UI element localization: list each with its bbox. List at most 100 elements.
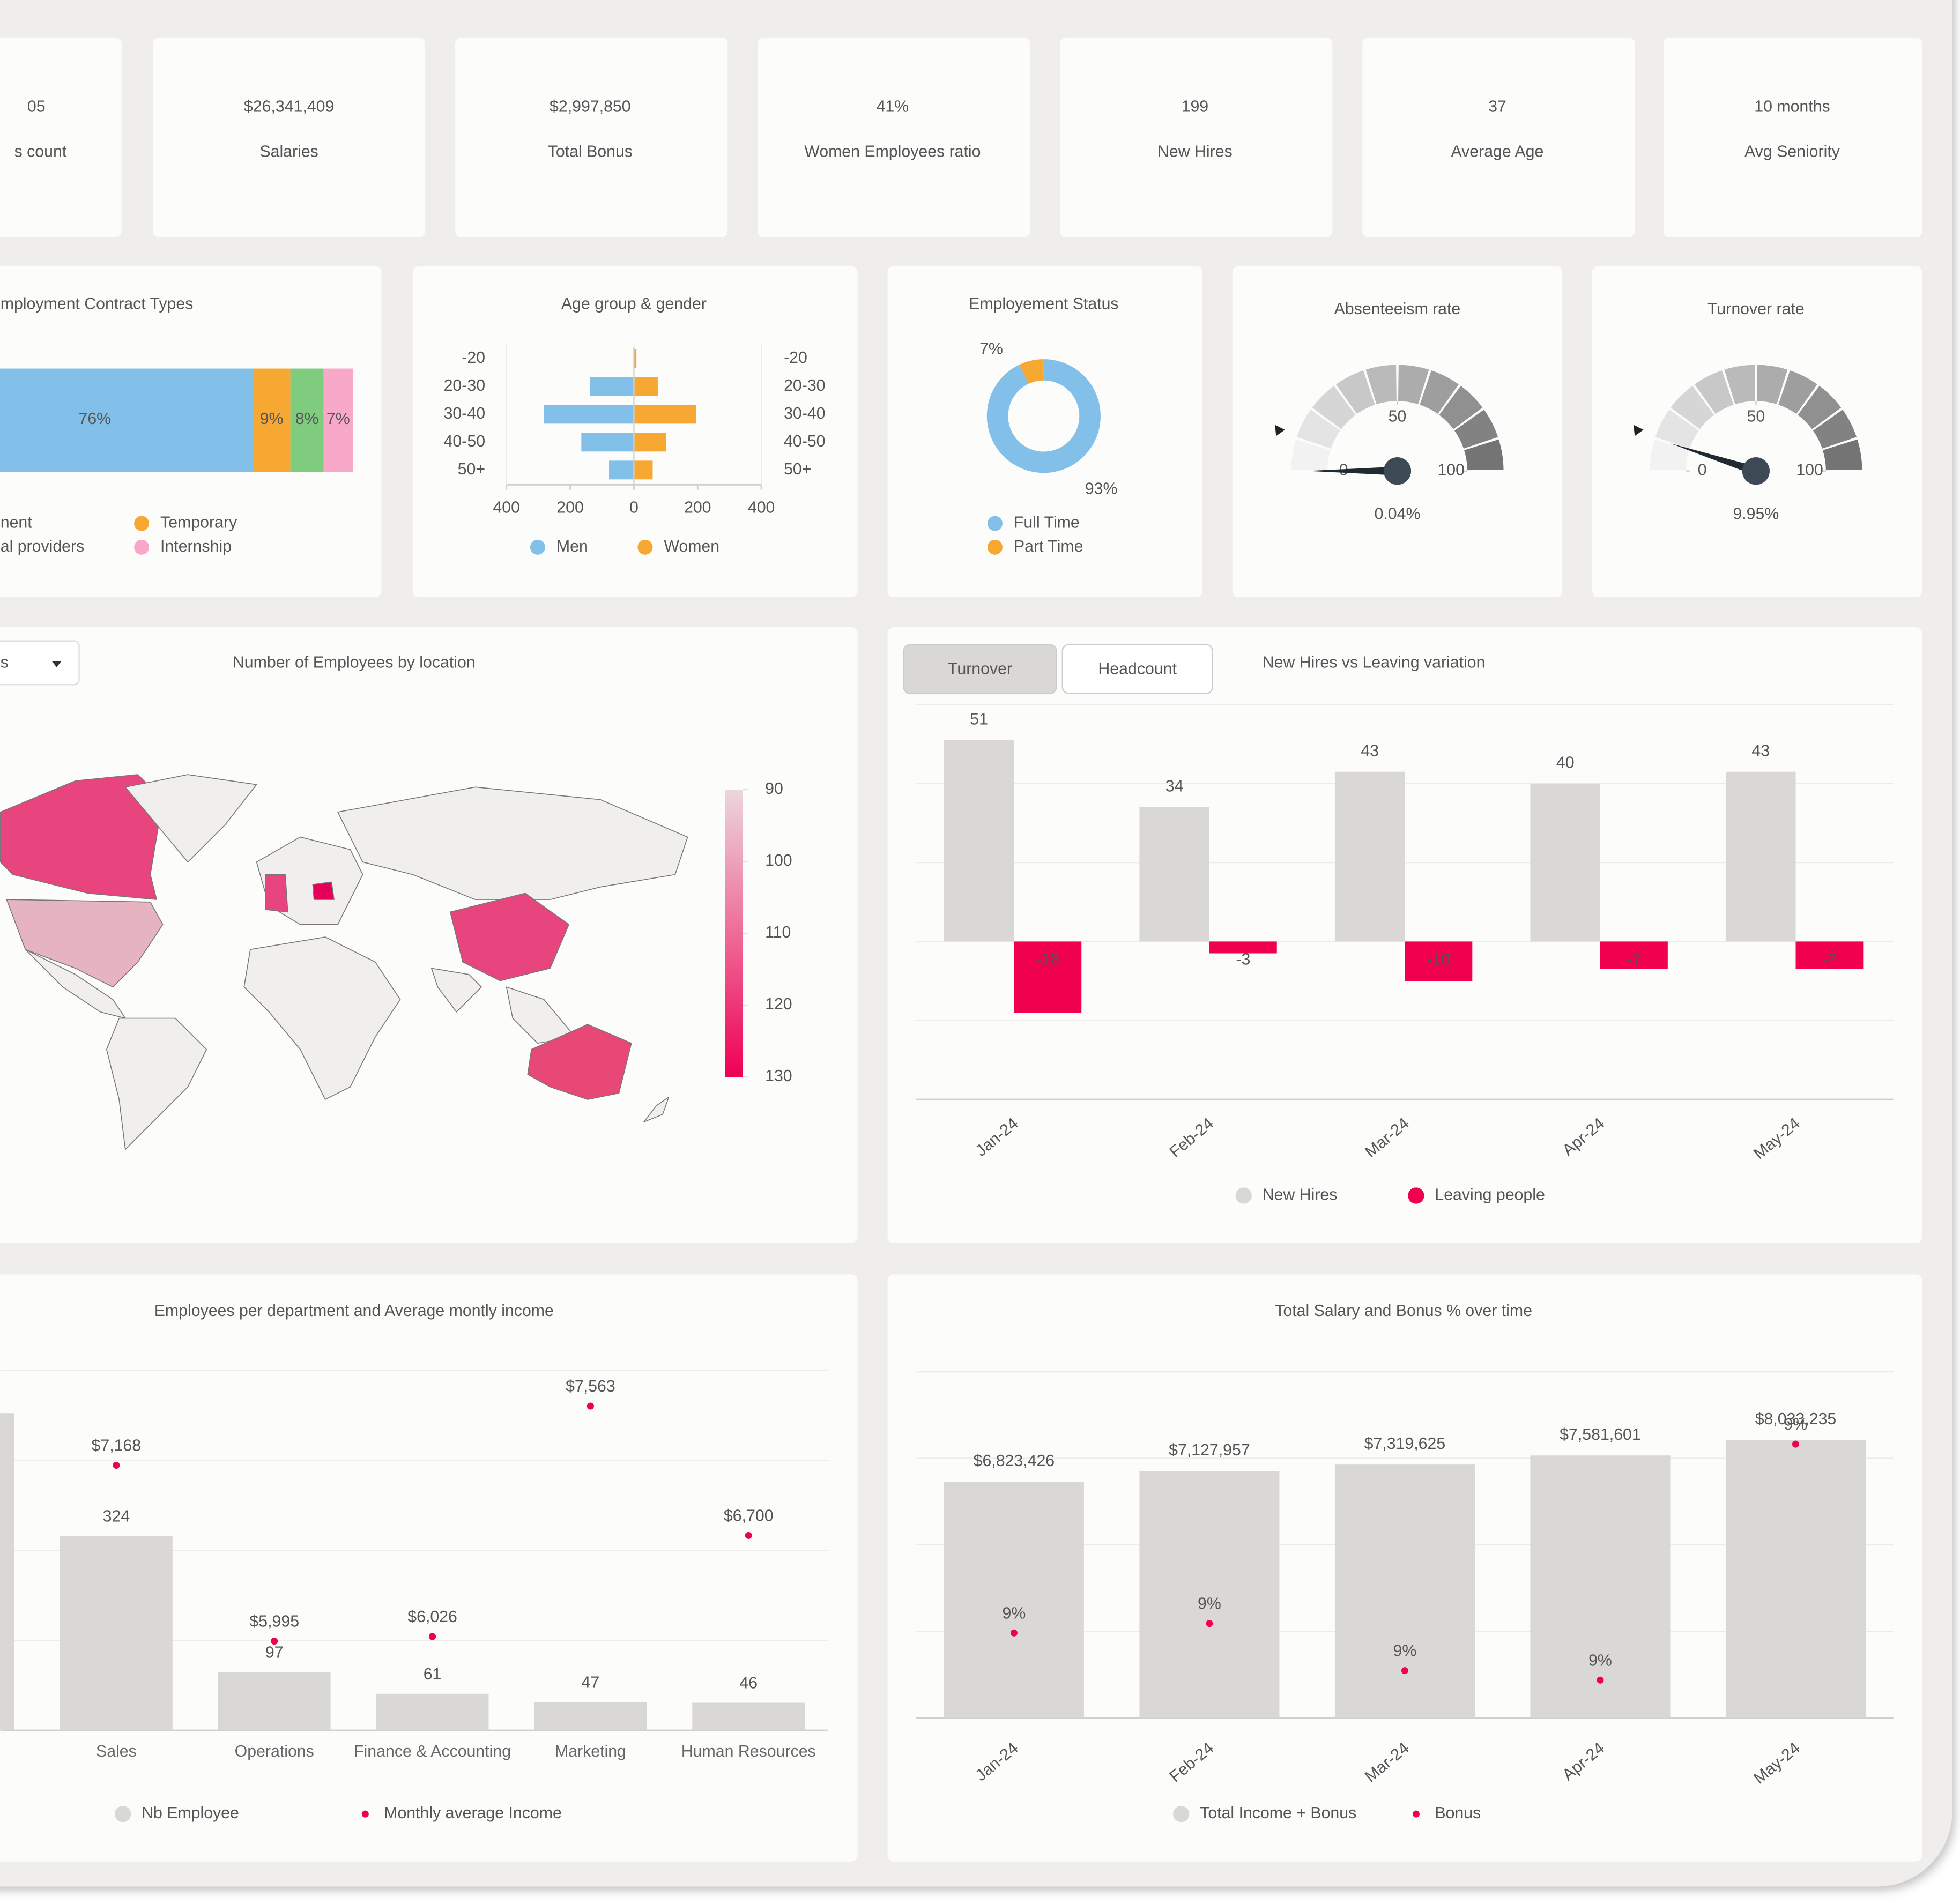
data-label: 43: [1361, 742, 1379, 760]
gauge-band: [1464, 439, 1504, 471]
data-label: 7%: [979, 340, 1003, 358]
legend-marker: [637, 539, 653, 555]
gauge-band: [1335, 370, 1375, 414]
panel: [412, 266, 858, 598]
kpi-card: [758, 37, 1030, 237]
dropdown[interactable]: s: [0, 640, 80, 686]
legend-label: Temporary: [160, 514, 237, 532]
x-tick-label: 400: [748, 499, 775, 517]
legend-label: Monthly average Income: [384, 1804, 562, 1822]
legend-marker: [987, 516, 1003, 531]
x-tick-label: Human Resources: [681, 1742, 816, 1760]
bar: [1530, 1455, 1671, 1718]
gauge-band: [1798, 385, 1842, 429]
map-shape: [265, 874, 288, 913]
map-shape: [0, 774, 164, 900]
gauge-band: [1365, 365, 1397, 405]
dot: [1401, 1667, 1408, 1675]
bar: [581, 433, 634, 452]
kpi-label: Women Employees ratio: [804, 143, 981, 160]
panel: [1592, 266, 1922, 598]
kpi-card: [1060, 37, 1333, 237]
bar: [1139, 807, 1209, 942]
y-tick-label: 20-30: [444, 377, 485, 395]
dot: [1010, 1629, 1018, 1637]
gauge-band: [1398, 365, 1429, 405]
bar-segment: [290, 368, 324, 473]
chart-title: Absenteeism rate: [1334, 300, 1461, 318]
data-label: 9%: [260, 410, 284, 428]
data-label: $7,563: [566, 1378, 615, 1395]
gauge-band: [1439, 385, 1483, 429]
gauge-value: 9.95%: [1733, 505, 1779, 523]
legend-marker: [530, 539, 545, 555]
gauge-band: [1291, 439, 1331, 471]
data-label: 46: [739, 1675, 758, 1692]
bar: [609, 460, 634, 480]
panel: [887, 266, 1202, 598]
chart-title: Employement Status: [969, 295, 1118, 313]
map-shape: [449, 892, 570, 981]
x-tick-label-box: Sales: [96, 1742, 137, 1760]
x-tick-label: 200: [684, 499, 711, 517]
legend-marker: [134, 539, 150, 555]
legend-label: Internship: [160, 538, 232, 555]
gauge-band: [1756, 365, 1788, 405]
legend-marker: [1408, 1187, 1424, 1204]
dot: [1206, 1620, 1213, 1627]
data-label: 9%: [1003, 1604, 1026, 1622]
kpi-value: $2,997,850: [550, 98, 631, 115]
legend-marker: [134, 516, 150, 531]
bar: [692, 1702, 805, 1731]
kpi-card: [1362, 37, 1635, 237]
x-tick-label: Finance & Accounting: [354, 1742, 511, 1760]
tab-button-box: [903, 644, 1057, 694]
kpi-card: [1663, 37, 1922, 237]
legend-label: Women: [664, 538, 719, 555]
legend-label: Leaving people: [1435, 1186, 1545, 1203]
map-shape: [106, 1017, 207, 1150]
gauge-value: 0.04%: [1375, 505, 1421, 523]
data-label: 61: [424, 1665, 442, 1683]
data-label: 47: [582, 1674, 600, 1691]
x-tick-label-box: Marketing: [554, 1742, 626, 1760]
bar: [634, 405, 696, 424]
bar: [1014, 941, 1082, 1013]
gauge-hub: [1383, 457, 1412, 485]
gauge-needle: [1307, 466, 1398, 475]
data-label: -7: [1822, 950, 1837, 968]
bar: [1725, 771, 1796, 942]
bar: [1795, 941, 1864, 969]
y-tick-label: 50+: [458, 460, 485, 478]
data-label: 34: [1165, 778, 1184, 795]
gauge-tick-label: 100: [1437, 462, 1465, 479]
kpi-card: [455, 37, 728, 237]
gauge-band: [1822, 439, 1862, 471]
legend-marker: [1173, 1806, 1190, 1823]
data-label: -10: [1427, 950, 1450, 968]
kpi-label: s count: [14, 143, 67, 160]
kpi-value: 10 months: [1754, 98, 1830, 115]
data-label: 51: [970, 711, 988, 728]
legend-label: Total Income + Bonus: [1200, 1804, 1356, 1822]
gauge-needle: [1670, 443, 1757, 475]
map-shape: [243, 936, 401, 1100]
gauge-tick-label: 100: [1796, 462, 1823, 479]
y-tick-label: -20: [462, 349, 485, 367]
x-tick-label: Marketing: [554, 1742, 626, 1760]
kpi-value: $26,341,409: [244, 98, 334, 115]
chart-title: mployment Contract Types: [1, 295, 194, 313]
tab-button[interactable]: Headcount: [1061, 644, 1213, 694]
y-tick-label: 50+: [784, 460, 811, 478]
bar: [60, 1536, 173, 1731]
gauge-marker: [1275, 425, 1285, 436]
map-shape: [124, 774, 257, 863]
kpi-card: [0, 37, 122, 237]
dot: [1792, 1440, 1800, 1448]
x-tick-label: Operations: [234, 1742, 314, 1760]
data-label: -18: [1036, 950, 1059, 968]
tab-button[interactable]: Turnover: [903, 644, 1057, 694]
y-tick-label: 40-50: [444, 433, 485, 450]
kpi-value: 05: [27, 98, 46, 115]
